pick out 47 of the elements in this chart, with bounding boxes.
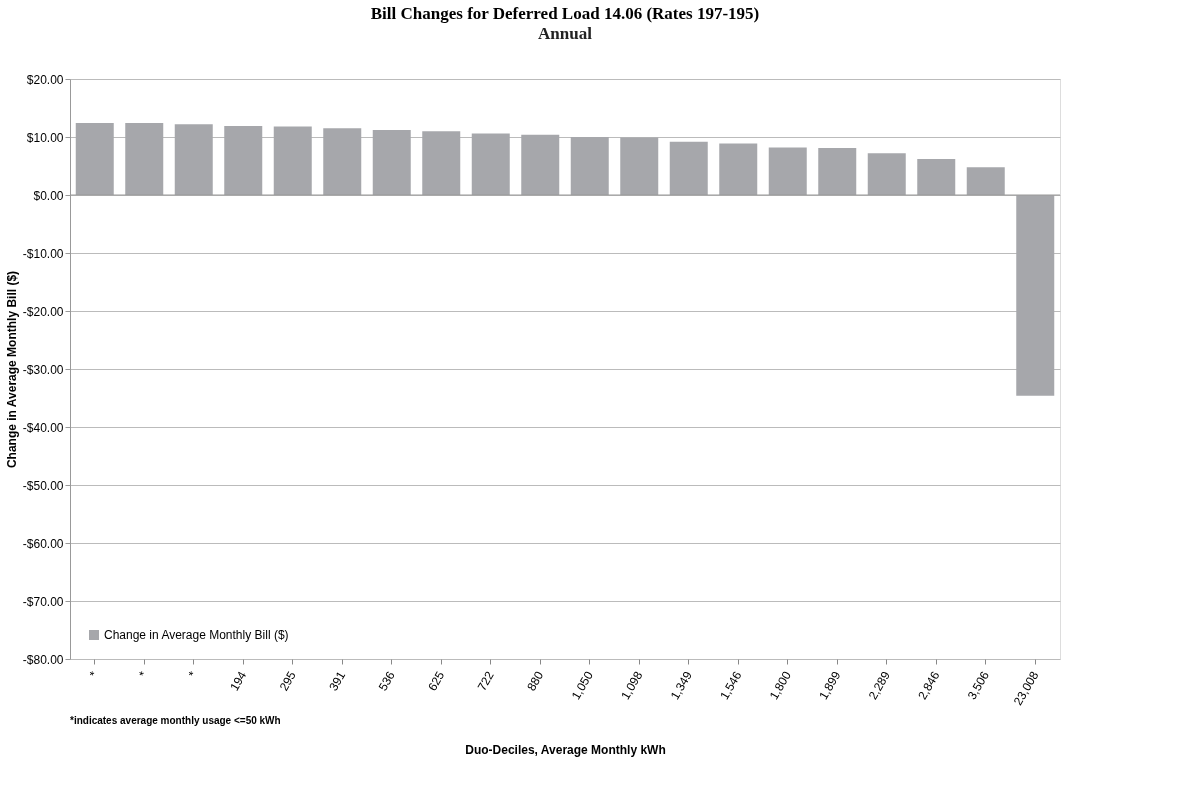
bar [273, 126, 312, 195]
bar [917, 159, 956, 195]
chart-subtitle: Annual [538, 24, 593, 43]
x-axis-title: Duo-Deciles, Average Monthly kWh [465, 743, 666, 758]
bar [818, 148, 857, 195]
bar [966, 167, 1005, 195]
bar [719, 143, 758, 195]
y-tick-label: -$60.00 [22, 536, 64, 551]
x-tick-label: 625 [425, 668, 448, 694]
bar [620, 137, 659, 195]
y-tick-label: -$80.00 [22, 652, 64, 667]
x-tick-label: 880 [524, 668, 547, 694]
bar [669, 141, 708, 195]
y-tick-label: $10.00 [26, 130, 64, 145]
bar [75, 123, 114, 195]
y-tick-label: $20.00 [26, 72, 64, 87]
x-tick-label: 194 [227, 668, 250, 694]
y-tick-label: -$50.00 [22, 478, 64, 493]
legend-label: Change in Average Monthly Bill ($) [104, 628, 289, 642]
x-tick-label: * [185, 668, 200, 681]
x-tick-label: * [86, 668, 101, 681]
y-tick-label: -$70.00 [22, 594, 64, 609]
x-tick-label: 391 [326, 668, 349, 694]
x-tick-label: 295 [276, 668, 299, 694]
bar [867, 153, 906, 195]
bar [768, 147, 807, 195]
bar [372, 130, 411, 195]
bar [422, 131, 461, 195]
bar [521, 134, 560, 195]
x-tick-label: 722 [474, 668, 497, 694]
text: *indicates average monthly usage <=50 kWh [70, 715, 281, 726]
bar [174, 124, 213, 195]
bar [570, 137, 609, 195]
bar [323, 128, 362, 195]
bar [224, 125, 263, 195]
x-tick-label: * [135, 668, 151, 681]
y-tick-label: -$10.00 [22, 246, 64, 261]
bar [125, 123, 164, 195]
bar [471, 133, 510, 195]
x-tick-label: 536 [375, 668, 398, 694]
y-tick-label: -$20.00 [22, 304, 64, 319]
y-tick-label: -$30.00 [22, 362, 64, 377]
y-tick-label: $0.00 [33, 188, 64, 203]
y-tick-label: -$40.00 [22, 420, 64, 435]
bar [1016, 195, 1055, 396]
y-axis-title: Change in Average Monthly Bill ($) [4, 270, 19, 469]
chart-title: Bill Changes for Deferred Load 14.06 (Rates 197-195) [370, 4, 760, 23]
